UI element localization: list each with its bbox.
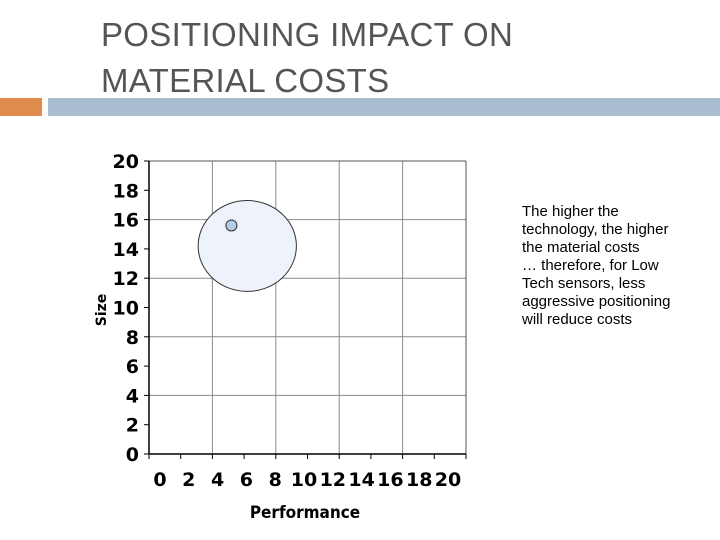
grid-layer	[149, 161, 466, 454]
x-tick-label: 20	[435, 469, 461, 491]
note-line-6: aggressive positioning	[522, 293, 671, 310]
y-tick-label: 4	[126, 385, 139, 407]
note-line-2: technology, the higher	[522, 221, 669, 238]
y-tick-label: 10	[113, 298, 139, 320]
x-tick-label: 18	[406, 469, 432, 491]
y-tick-label: 16	[113, 210, 139, 232]
y-tick-label: 14	[113, 239, 139, 261]
x-tick-label: 2	[182, 469, 195, 491]
x-tick-label: 12	[320, 469, 346, 491]
accent-bar-blue	[48, 98, 720, 116]
slide-title: POSITIONING IMPACT ON MATERIAL COSTS	[101, 12, 661, 104]
x-tick-label: 16	[377, 469, 403, 491]
x-tick-label: 0	[153, 469, 166, 491]
accent-bar-orange	[0, 98, 42, 116]
slide-title-line-2: MATERIAL COSTS	[101, 62, 390, 99]
note-line-4: … therefore, for Low	[522, 257, 659, 274]
side-note: The higher the technology, the higher th…	[522, 203, 712, 329]
y-tick-label: 8	[126, 327, 139, 349]
note-line-1: The higher the	[522, 203, 619, 220]
y-tick-label: 2	[126, 415, 139, 437]
y-axis-title: Size	[94, 294, 110, 327]
note-line-3: the material costs	[522, 239, 640, 256]
y-tick-label: 20	[113, 151, 139, 173]
shape-layer	[197, 200, 297, 292]
y-tick-label: 6	[126, 356, 139, 378]
bubble-circle	[197, 200, 297, 292]
x-axis-title: Performance	[250, 502, 360, 522]
x-tick-label: 4	[211, 469, 224, 491]
y-tick-label: 12	[113, 268, 139, 290]
y-tick-label: 0	[126, 444, 139, 466]
slide-title-line-1: POSITIONING IMPACT ON	[101, 16, 514, 53]
x-tick-label: 8	[269, 469, 282, 491]
y-tick-label: 18	[113, 180, 139, 202]
note-line-7: will reduce costs	[522, 311, 633, 328]
x-tick-label: 6	[240, 469, 253, 491]
x-tick-label: 14	[348, 469, 374, 491]
data-point	[225, 219, 238, 232]
axis-layer	[144, 160, 467, 459]
point-layer	[225, 219, 238, 232]
x-tick-label: 10	[291, 469, 317, 491]
note-line-5: Tech sensors, less	[522, 275, 646, 292]
